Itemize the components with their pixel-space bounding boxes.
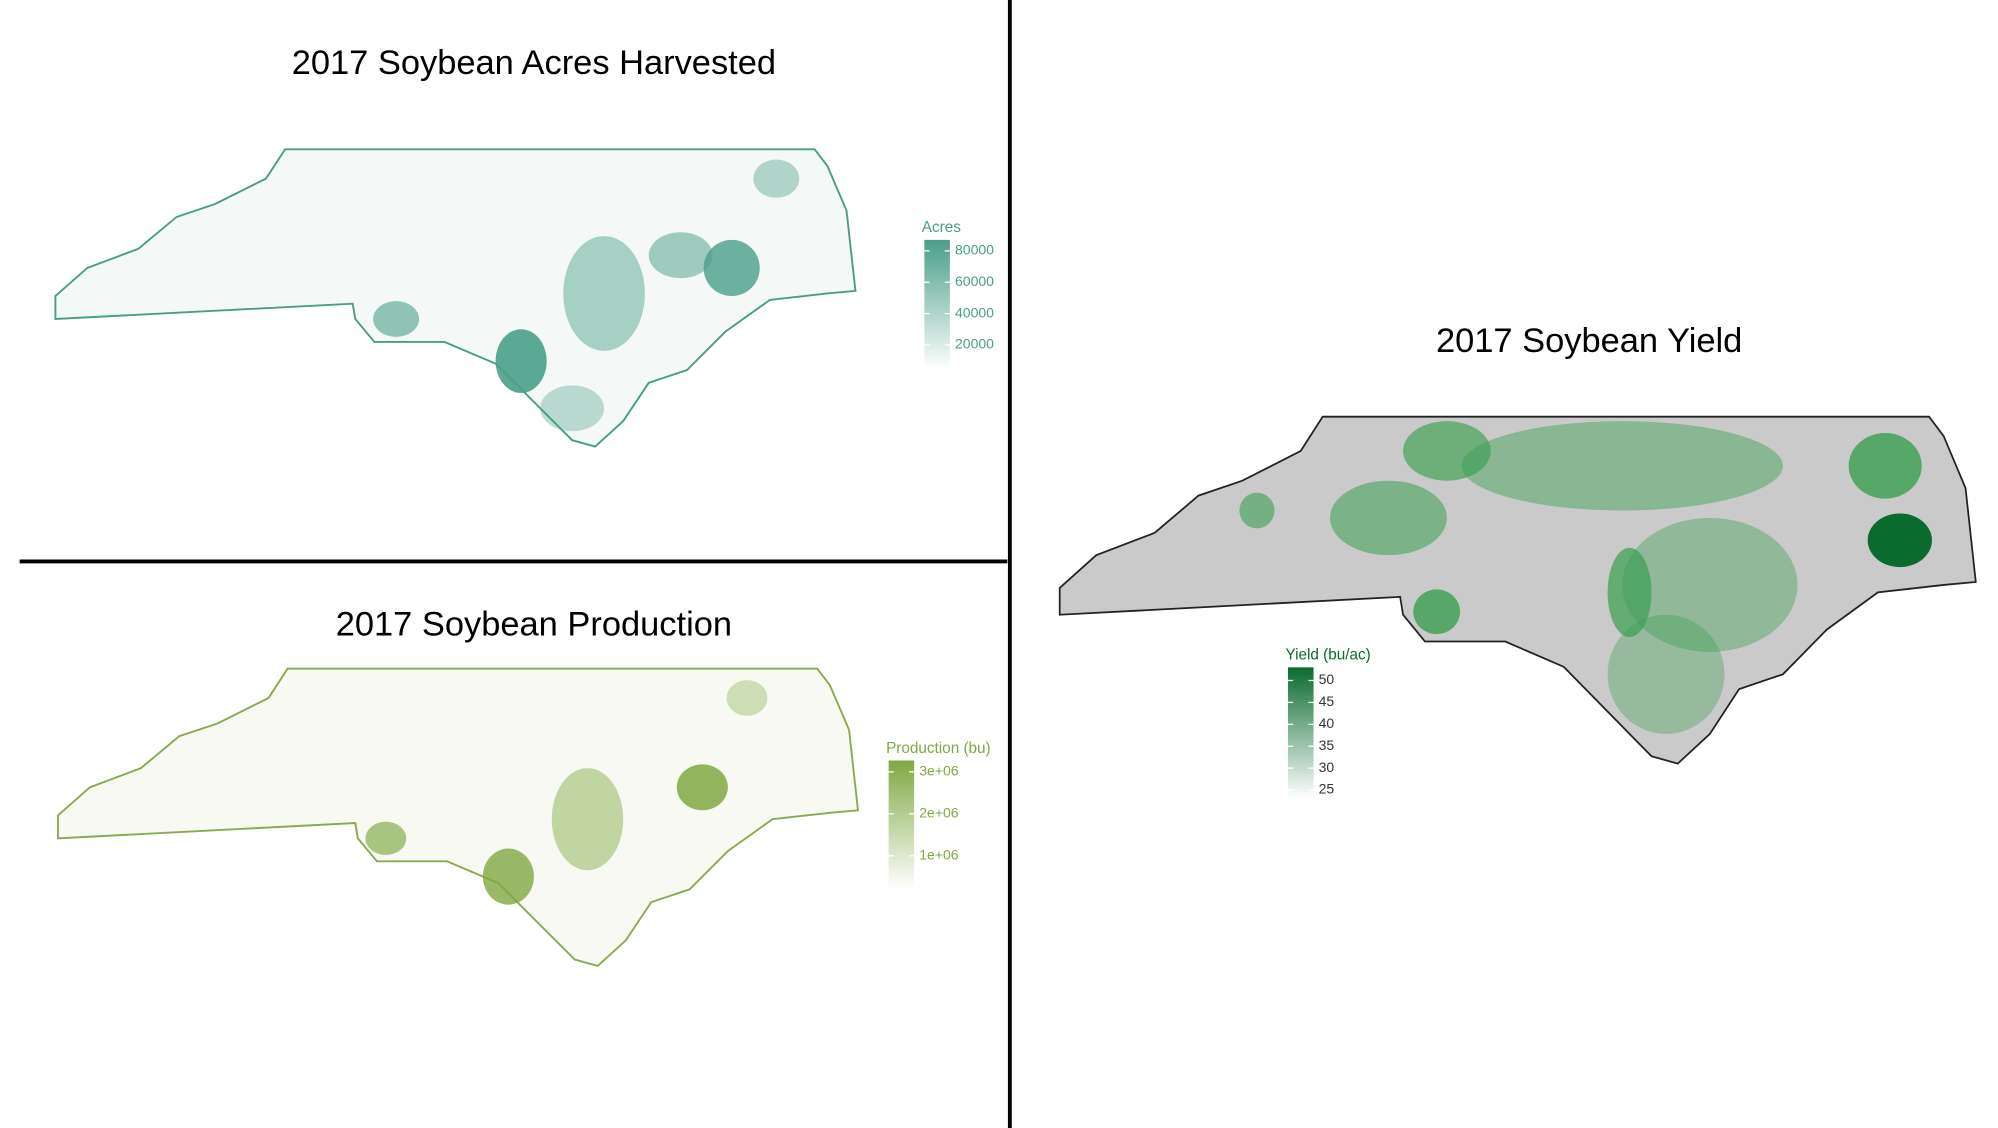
legend-tick-label: 2e+06 [919, 805, 959, 821]
color-bar [924, 239, 950, 371]
legend-tick-label: 35 [1319, 737, 1335, 753]
legend-tick-label: 60000 [955, 273, 994, 289]
color-bar [888, 760, 915, 890]
legend-tick-label: 1e+06 [919, 847, 959, 863]
legend-tick-label: 40 [1319, 715, 1335, 731]
legend-tick-label: 50 [1319, 671, 1335, 687]
production-map [56, 667, 859, 967]
legend-tick-label: 45 [1319, 693, 1335, 709]
legend-tick-label: 3e+06 [919, 763, 959, 779]
legend-tick-label: 30 [1319, 759, 1335, 775]
legend-tick-label: 40000 [955, 304, 994, 320]
legend-tick-label: 25 [1319, 781, 1335, 797]
map-title: 2017 Soybean Production [336, 605, 732, 643]
map-title: 2017 Soybean Acres Harvested [292, 44, 776, 82]
legend-tick-label: 80000 [955, 242, 994, 258]
color-bar [1288, 667, 1314, 799]
legend-title: Production (bu) [886, 740, 991, 757]
legend-tick-label: 20000 [955, 336, 994, 352]
yield-map [1058, 415, 1977, 765]
legend-title: Acres [922, 219, 961, 236]
acres-map [54, 148, 857, 448]
map-title: 2017 Soybean Yield [1436, 322, 1742, 360]
legend-title: Yield (bu/ac) [1285, 647, 1370, 664]
